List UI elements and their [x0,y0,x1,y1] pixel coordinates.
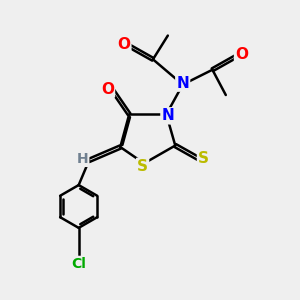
Text: S: S [198,152,209,166]
Text: N: N [161,108,174,123]
Text: Cl: Cl [71,257,86,271]
Text: O: O [235,47,248,62]
Text: O: O [117,37,130,52]
Text: S: S [137,159,148,174]
Text: N: N [176,76,189,91]
Text: H: H [77,152,88,166]
Text: O: O [101,82,114,97]
